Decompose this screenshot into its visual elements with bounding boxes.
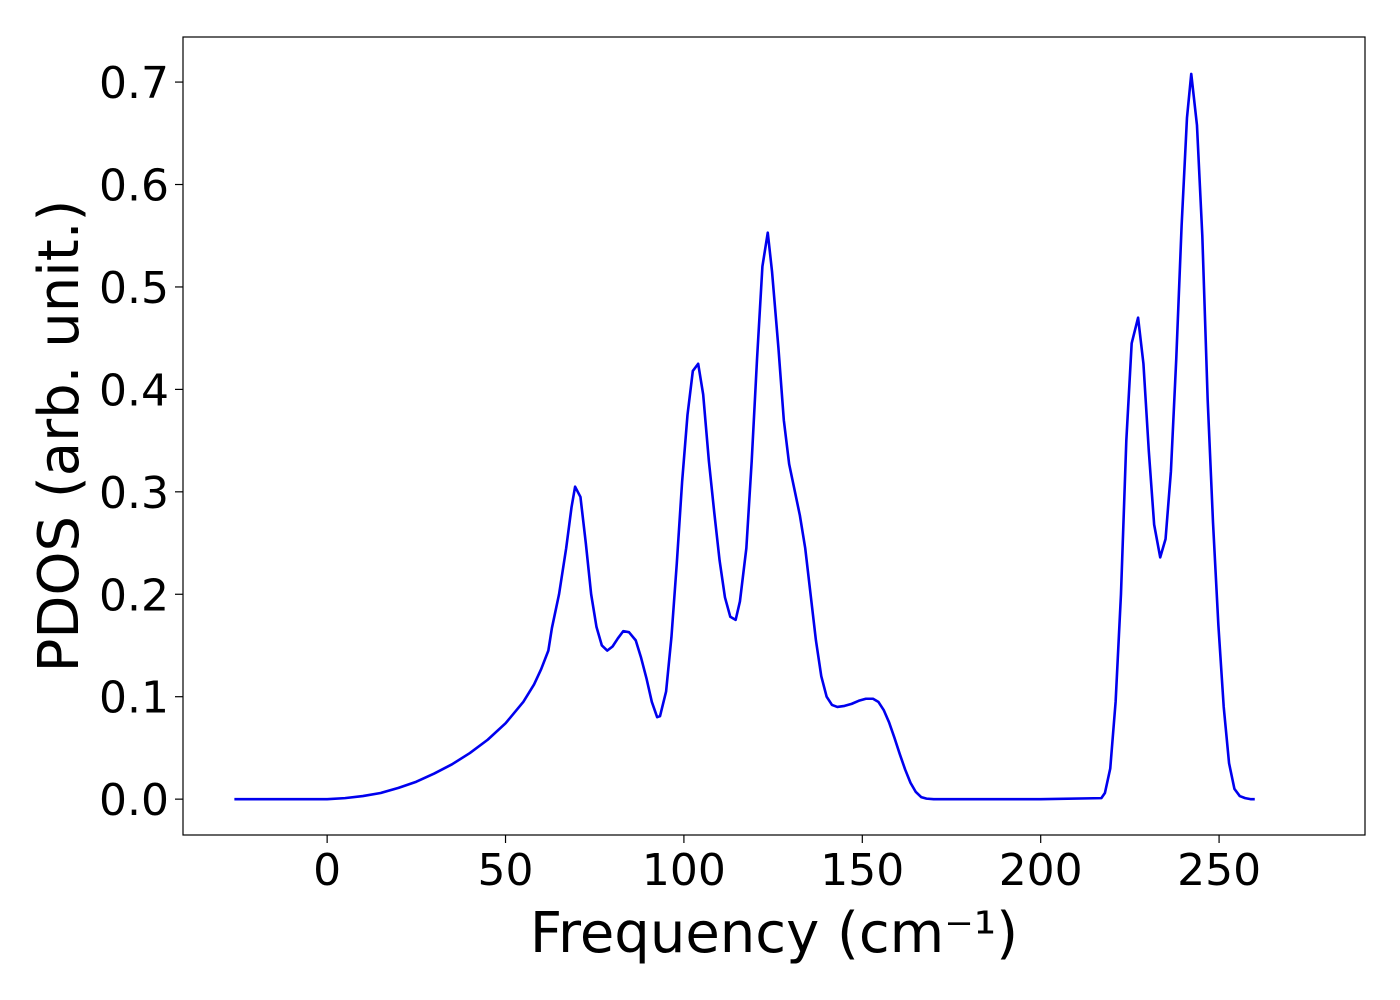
axes-frame [182, 36, 1366, 836]
y-tick-label: 0.6 [99, 161, 169, 212]
y-tick-label: 0.7 [99, 58, 169, 109]
y-tick-label: 0.0 [99, 775, 169, 826]
y-tick-label: 0.4 [99, 365, 169, 416]
x-tick-label: 250 [1177, 845, 1261, 896]
x-axis-label: Frequency (cm⁻¹) [530, 901, 1018, 966]
x-tick-label: 200 [999, 845, 1083, 896]
y-tick-label: 0.2 [99, 570, 169, 621]
y-tick-label: 0.5 [99, 263, 169, 314]
x-tick-label: 50 [478, 845, 534, 896]
x-tick-label: 0 [313, 845, 341, 896]
data-line [234, 72, 1255, 801]
x-tick-label: 100 [642, 845, 726, 896]
y-tick-label: 0.1 [99, 673, 169, 724]
x-tick-label: 150 [820, 845, 904, 896]
y-axis-label: PDOS (arb. unit.) [27, 200, 92, 673]
y-tick-label: 0.3 [99, 468, 169, 519]
